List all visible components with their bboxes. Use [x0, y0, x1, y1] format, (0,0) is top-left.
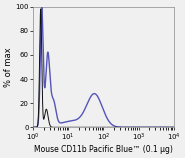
X-axis label: Mouse CD11b Pacific Blue™ (0.1 µg): Mouse CD11b Pacific Blue™ (0.1 µg): [34, 145, 173, 154]
Y-axis label: % of max: % of max: [4, 47, 13, 87]
